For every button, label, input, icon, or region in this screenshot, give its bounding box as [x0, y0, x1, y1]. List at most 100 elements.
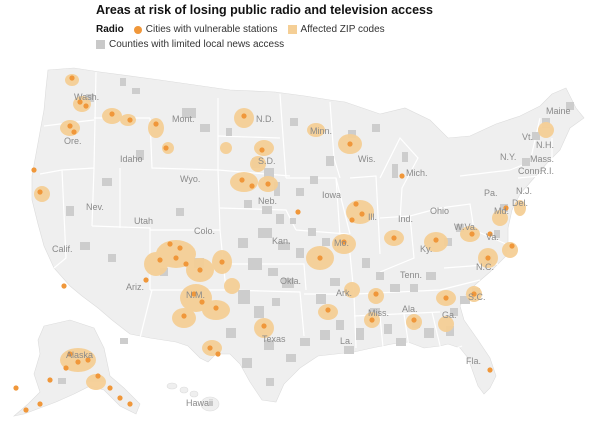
- state-label-okla: Okla.: [280, 276, 301, 286]
- station-dot: [67, 123, 73, 129]
- station-dot: [75, 359, 81, 365]
- station-dot: [213, 305, 219, 311]
- station-dot: [487, 367, 493, 373]
- state-label-tenn: Tenn.: [400, 270, 422, 280]
- station-dot: [107, 385, 113, 391]
- state-label-wash: Wash.: [74, 92, 99, 102]
- state-label-ill: Ill.: [368, 212, 377, 222]
- state-label-ga: Ga.: [442, 310, 457, 320]
- station-dot: [485, 255, 491, 261]
- station-dot: [239, 177, 245, 183]
- state-label-nev: Nev.: [86, 202, 104, 212]
- state-label-md: Md.: [494, 206, 509, 216]
- legend-label-zip: Affected ZIP codes: [300, 23, 385, 35]
- station-dot: [109, 111, 115, 117]
- state-label-conn: Conn.: [518, 166, 542, 176]
- legend-item-counties: Counties with limited local news access: [96, 38, 284, 52]
- zip-swatch-icon: [287, 25, 297, 34]
- station-dot: [37, 401, 43, 407]
- state-label-colo: Colo.: [194, 226, 215, 236]
- station-dot: [215, 351, 221, 357]
- state-label-idaho: Idaho: [120, 154, 143, 164]
- state-label-ariz: Ariz.: [126, 282, 144, 292]
- station-dot: [317, 255, 323, 261]
- station-dot: [83, 103, 89, 109]
- state-label-nh: N.H.: [536, 140, 554, 150]
- station-dot: [63, 365, 69, 371]
- station-dot: [509, 243, 515, 249]
- state-label-ore: Ore.: [64, 136, 82, 146]
- station-dot: [85, 357, 91, 363]
- station-dot: [443, 295, 449, 301]
- station-dot: [191, 291, 197, 297]
- station-dot: [47, 377, 53, 383]
- state-label-wis: Wis.: [358, 154, 376, 164]
- station-dot: [127, 117, 133, 123]
- legend-label-stations: Cities with vulnerable stations: [145, 23, 278, 35]
- station-dot: [265, 181, 271, 187]
- station-dot: [69, 75, 75, 81]
- state-label-ohio: Ohio: [430, 206, 449, 216]
- state-label-nc: N.C.: [476, 262, 494, 272]
- limited-news-counties: [58, 78, 574, 386]
- state-label-wva: W.Va.: [454, 222, 477, 232]
- station-dot: [261, 323, 267, 329]
- station-dot: [23, 407, 29, 413]
- station-dot: [325, 307, 331, 313]
- station-dot: [433, 237, 439, 243]
- us-map: Wash. Ore. Idaho Mont. Wyo. Nev. Calif. …: [0, 58, 600, 434]
- state-label-ri: R.I.: [540, 166, 554, 176]
- station-dot: [163, 145, 169, 151]
- state-label-vt: Vt.: [522, 132, 533, 142]
- station-dot: [349, 217, 355, 223]
- station-dot: [241, 113, 247, 119]
- station-dot: [153, 121, 159, 127]
- legend-item-zip: Affected ZIP codes: [287, 23, 385, 37]
- state-label-nm: N.M.: [186, 290, 205, 300]
- station-dot: [469, 231, 475, 237]
- station-dot: [167, 241, 173, 247]
- station-dot: [259, 147, 265, 153]
- station-dot: [95, 373, 101, 379]
- state-label-del: Del.: [512, 198, 528, 208]
- station-dot: [61, 283, 67, 289]
- station-dot: [391, 235, 397, 241]
- station-dot: [197, 267, 203, 273]
- state-label-mont: Mont.: [172, 114, 195, 124]
- legend-item-stations: Cities with vulnerable stations: [133, 23, 278, 37]
- state-label-la: La.: [340, 336, 353, 346]
- station-dot: [347, 141, 353, 147]
- state-label-mich: Mich.: [406, 168, 428, 178]
- station-dot: [173, 255, 179, 261]
- state-label-calif: Calif.: [52, 244, 73, 254]
- legend-heading: Radio: [96, 23, 124, 35]
- station-dot: [199, 299, 205, 305]
- station-dot: [295, 209, 301, 215]
- state-label-nj: N.J.: [516, 186, 532, 196]
- station-dot: [399, 173, 405, 179]
- state-label-nd: N.D.: [256, 114, 274, 124]
- station-dot: [471, 291, 477, 297]
- station-dot: [127, 401, 133, 407]
- station-dot: [353, 201, 359, 207]
- station-dot: [503, 205, 509, 211]
- state-label-sd: S.D.: [258, 156, 276, 166]
- state-label-maine: Maine: [546, 106, 571, 116]
- station-dot: [487, 231, 493, 237]
- legend-row-2: Counties with limited local news access: [96, 37, 396, 52]
- station-dot: [71, 129, 77, 135]
- state-label-alaska: Alaska: [66, 350, 93, 360]
- station-dot: [411, 317, 417, 323]
- state-label-ny: N.Y.: [500, 152, 516, 162]
- legend-label-counties: Counties with limited local news access: [109, 38, 285, 50]
- station-dot: [117, 395, 123, 401]
- hawaii-islands: [166, 382, 220, 412]
- station-dot: [373, 291, 379, 297]
- state-label-ala: Ala.: [402, 304, 418, 314]
- station-dots: [13, 75, 515, 413]
- station-dot: [207, 345, 213, 351]
- station-dot: [31, 167, 37, 173]
- state-label-mass: Mass.: [530, 154, 554, 164]
- station-dot: [77, 99, 83, 105]
- station-dot: [369, 317, 375, 323]
